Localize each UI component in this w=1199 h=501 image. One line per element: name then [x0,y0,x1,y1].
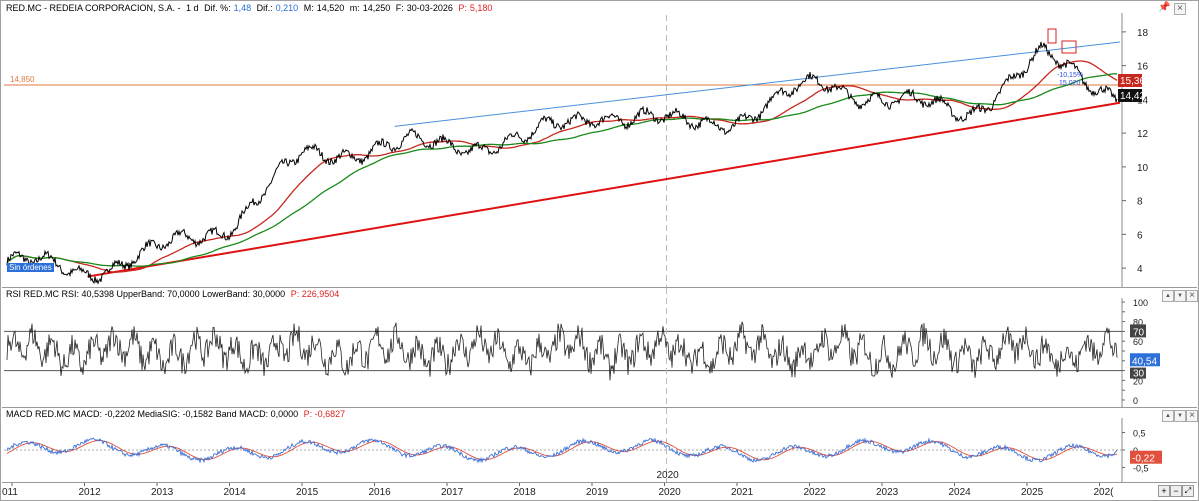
macd-up-icon[interactable]: ▲ [1162,410,1174,422]
rsi-tick-label: 80 [1133,318,1143,328]
macd-tick-label: -0,5 [1133,464,1149,474]
x-tick-label: 2020 [659,487,682,498]
pane-up-icon[interactable]: ▲ [1162,290,1174,302]
ma-red-line [6,60,1118,273]
x-tick-label: 2018 [514,487,537,498]
rsi-tick-label: 0 [1133,396,1138,406]
price-tick-label: 10 [1137,163,1149,174]
price-tick-label: 4 [1137,264,1143,275]
price-pane[interactable]: RED.MC - REDEIA CORPORACION, S.A. - 1 d … [2,1,1197,288]
rsi-tick-label: 20 [1133,376,1143,386]
macd-header-text: MACD RED.MC MACD: -0,2202 MediaSIG: -0,1… [6,409,299,419]
period-label: 1 d [186,3,199,13]
price-header: RED.MC - REDEIA CORPORACION, S.A. - 1 d … [6,3,495,14]
price-tick-label: 16 [1137,62,1149,73]
x-tick-label: 2017 [441,487,464,498]
macd-pane[interactable]: MACD RED.MC MACD: -0,2202 MediaSIG: -0,1… [2,408,1198,483]
pane-down-icon[interactable]: ▼ [1174,290,1186,302]
rsi-line [6,321,1118,381]
macd-tick-label: 0,5 [1133,429,1146,439]
price-hline-label: 14,850 [10,75,35,84]
zoom-out-button[interactable]: − [1170,485,1182,497]
p-value: 5,180 [469,3,493,13]
price-badge-black-bg [1118,89,1142,102]
macd-badge-value: -0,22 [1132,454,1155,465]
price-tick-label: 12 [1137,129,1149,140]
date-value: 30-03-2026 [406,3,453,13]
rsi-p-value: P: 226,9504 [290,289,340,299]
x-tick-label: 2019 [586,487,609,498]
rsi-badge-30-bg [1130,367,1146,379]
x-tick-label: 2021 [731,487,754,498]
max-label: M: [303,3,314,13]
rsi-badge-70: 70 [1133,327,1145,338]
pane-close-icon[interactable]: × [1186,290,1198,302]
rsi-badge-value: 40,54 [1132,356,1157,367]
p-label: P: [458,3,467,13]
price-line [6,41,1118,285]
rsi-header: RSI RED.MC RSI: 40,5398 UpperBand: 70,00… [6,289,342,300]
dif-pct-label: Dif. %: [204,3,231,13]
peak-box [1047,28,1057,44]
macd-signal-line [6,440,1118,461]
x-tick-label: 2013 [151,487,174,498]
x-tick-label: 2012 [79,487,102,498]
annotation-price: 15,020 [1059,80,1081,87]
dif-value: 0,210 [275,3,299,13]
rsi-badge-value-bg [1130,353,1160,367]
price-badge-red-bg [1118,74,1142,87]
max-value: 14,520 [316,3,345,13]
rsi-tick-label: 100 [1133,298,1148,308]
price-tick-label: 18 [1137,28,1149,39]
x-tick-label: 2023 [876,487,899,498]
price-chart[interactable]: 4 6 8 10 12 14 16 18 14,850 -10,15%15,020 15,36 14,… [2,1,1197,287]
rsi-badge-70-bg [1130,324,1146,338]
date-label: F: [395,3,404,13]
pin-icon[interactable]: 📌 [1158,2,1171,13]
fit-button[interactable]: ⤢ [1182,485,1194,497]
blue-trendline [394,41,1121,127]
macd-p-value: P: -0,6827 [303,409,346,419]
rsi-badge-30: 30 [1133,369,1145,380]
min-label: m: [349,3,360,13]
macd-badge-bg [1130,450,1162,464]
price-tick-label: 8 [1137,197,1143,208]
x-tick-label: 2022 [804,487,827,498]
annotation-pct: -10,15% [1057,72,1083,79]
macd-year-mark: 2020 [657,470,680,481]
price-tick-label: 6 [1137,230,1143,241]
macd-line [6,437,1118,464]
x-tick-label: 2025 [1021,487,1044,498]
min-value: 14,250 [362,3,391,13]
dif-pct-value: 1,48 [233,3,252,13]
dif-label: Dif.: [256,3,273,13]
symbol-label: RED.MC - REDEIA CORPORACION, S.A. - [6,3,181,13]
rsi-tick-label: 60 [1133,337,1143,347]
x-axis: 011 2012 2013 2014 2015 2016 2017 2018 2019 2020 2… [2,483,1115,498]
orders-badge[interactable]: Sin órdenes [7,263,54,272]
x-tick-label: 2016 [369,487,392,498]
price-badge-red: 15,36 [1120,76,1145,87]
price-badge-black: 14,42 [1120,91,1145,102]
macd-close-icon[interactable]: × [1186,410,1198,422]
ma-green-line [6,73,1117,267]
rsi-pane[interactable]: RSI RED.MC RSI: 40,5398 UpperBand: 70,00… [2,288,1198,408]
x-tick-label: 2015 [296,487,319,498]
macd-header: MACD RED.MC MACD: -0,2202 MediaSIG: -0,1… [6,409,348,420]
red-trendline [87,101,1121,278]
x-tick-label: 011 [2,487,18,498]
x-tick-label: 2014 [224,487,247,498]
zoom-in-button[interactable]: + [1158,485,1170,497]
x-tick-label: 2024 [949,487,972,498]
macd-down-icon[interactable]: ▼ [1174,410,1186,422]
price-tick-label: 14 [1137,95,1149,106]
close-icon[interactable]: × [1174,3,1186,15]
x-tick-label: 202( [1094,487,1115,498]
peak-box-2 [1061,40,1077,54]
rsi-header-text: RSI RED.MC RSI: 40,5398 UpperBand: 70,00… [6,289,286,299]
